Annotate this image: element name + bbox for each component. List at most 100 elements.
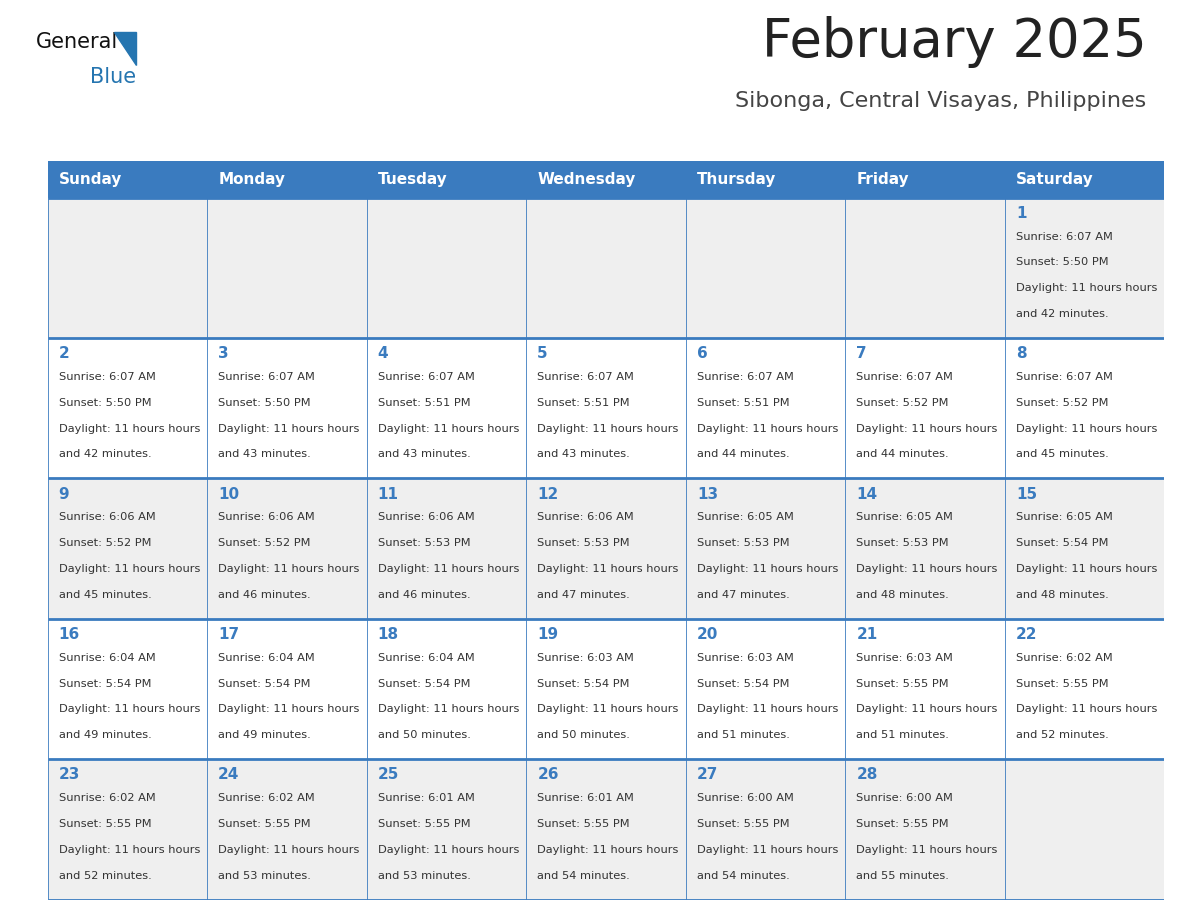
Text: Sunrise: 6:03 AM: Sunrise: 6:03 AM	[857, 653, 953, 663]
Text: Daylight: 11 hours hours: Daylight: 11 hours hours	[1016, 283, 1157, 293]
Text: Sunrise: 6:06 AM: Sunrise: 6:06 AM	[378, 512, 474, 522]
Text: and 43 minutes.: and 43 minutes.	[378, 449, 470, 459]
Text: and 49 minutes.: and 49 minutes.	[219, 730, 311, 740]
Text: Daylight: 11 hours hours: Daylight: 11 hours hours	[219, 845, 360, 855]
Text: Sunset: 5:52 PM: Sunset: 5:52 PM	[857, 397, 949, 408]
Text: Daylight: 11 hours hours: Daylight: 11 hours hours	[58, 845, 200, 855]
Polygon shape	[114, 32, 135, 65]
Text: 16: 16	[58, 627, 80, 642]
Text: and 46 minutes.: and 46 minutes.	[219, 589, 311, 599]
Text: Saturday: Saturday	[1016, 172, 1094, 186]
Text: Daylight: 11 hours hours: Daylight: 11 hours hours	[1016, 704, 1157, 714]
Bar	[207, 161, 367, 197]
Text: Sunrise: 6:05 AM: Sunrise: 6:05 AM	[857, 512, 953, 522]
Bar	[48, 161, 207, 197]
Bar	[48, 197, 1164, 338]
Text: Sunset: 5:50 PM: Sunset: 5:50 PM	[219, 397, 311, 408]
Text: Sunrise: 6:02 AM: Sunrise: 6:02 AM	[1016, 653, 1113, 663]
Text: Daylight: 11 hours hours: Daylight: 11 hours hours	[697, 564, 839, 574]
Bar	[367, 161, 526, 197]
Text: Sunrise: 6:06 AM: Sunrise: 6:06 AM	[219, 512, 315, 522]
Text: Sunrise: 6:07 AM: Sunrise: 6:07 AM	[1016, 231, 1113, 241]
Text: Blue: Blue	[90, 67, 137, 87]
Text: Sunday: Sunday	[58, 172, 122, 186]
Text: Sunset: 5:55 PM: Sunset: 5:55 PM	[378, 819, 470, 829]
Text: and 55 minutes.: and 55 minutes.	[857, 870, 949, 880]
Text: Daylight: 11 hours hours: Daylight: 11 hours hours	[1016, 423, 1157, 433]
Bar	[48, 478, 1164, 619]
Text: Daylight: 11 hours hours: Daylight: 11 hours hours	[857, 423, 998, 433]
Text: Sunset: 5:52 PM: Sunset: 5:52 PM	[58, 538, 151, 548]
Text: and 42 minutes.: and 42 minutes.	[58, 449, 151, 459]
Text: Sunset: 5:55 PM: Sunset: 5:55 PM	[219, 819, 311, 829]
Text: Sunrise: 6:01 AM: Sunrise: 6:01 AM	[537, 793, 634, 803]
Text: Sunset: 5:52 PM: Sunset: 5:52 PM	[1016, 397, 1108, 408]
Text: 23: 23	[58, 767, 80, 782]
Text: Daylight: 11 hours hours: Daylight: 11 hours hours	[58, 564, 200, 574]
Text: Daylight: 11 hours hours: Daylight: 11 hours hours	[378, 423, 519, 433]
Text: Sunset: 5:51 PM: Sunset: 5:51 PM	[697, 397, 790, 408]
Bar	[48, 338, 1164, 478]
Text: 3: 3	[219, 346, 229, 361]
Text: Sunset: 5:54 PM: Sunset: 5:54 PM	[219, 678, 311, 688]
Text: Sunrise: 6:07 AM: Sunrise: 6:07 AM	[58, 372, 156, 382]
Bar	[845, 161, 1005, 197]
Text: Daylight: 11 hours hours: Daylight: 11 hours hours	[537, 845, 678, 855]
Text: Sunrise: 6:07 AM: Sunrise: 6:07 AM	[378, 372, 475, 382]
Text: and 49 minutes.: and 49 minutes.	[58, 730, 151, 740]
Text: and 48 minutes.: and 48 minutes.	[857, 589, 949, 599]
Text: 9: 9	[58, 487, 69, 501]
Text: Daylight: 11 hours hours: Daylight: 11 hours hours	[537, 564, 678, 574]
Text: 21: 21	[857, 627, 878, 642]
Text: Sunrise: 6:00 AM: Sunrise: 6:00 AM	[857, 793, 953, 803]
Text: Sunset: 5:55 PM: Sunset: 5:55 PM	[697, 819, 790, 829]
Text: Sunrise: 6:02 AM: Sunrise: 6:02 AM	[219, 793, 315, 803]
Text: and 53 minutes.: and 53 minutes.	[219, 870, 311, 880]
Text: Sunrise: 6:07 AM: Sunrise: 6:07 AM	[697, 372, 794, 382]
Text: Monday: Monday	[219, 172, 285, 186]
Text: 10: 10	[219, 487, 239, 501]
Text: and 45 minutes.: and 45 minutes.	[1016, 449, 1108, 459]
Text: 22: 22	[1016, 627, 1037, 642]
Text: Daylight: 11 hours hours: Daylight: 11 hours hours	[219, 704, 360, 714]
Text: February 2025: February 2025	[762, 16, 1146, 68]
Text: Sunset: 5:50 PM: Sunset: 5:50 PM	[58, 397, 151, 408]
Text: Daylight: 11 hours hours: Daylight: 11 hours hours	[378, 704, 519, 714]
Text: Daylight: 11 hours hours: Daylight: 11 hours hours	[697, 704, 839, 714]
Text: Sunrise: 6:02 AM: Sunrise: 6:02 AM	[58, 793, 156, 803]
Text: Daylight: 11 hours hours: Daylight: 11 hours hours	[857, 845, 998, 855]
Text: 2: 2	[58, 346, 69, 361]
Text: Sunset: 5:55 PM: Sunset: 5:55 PM	[537, 819, 630, 829]
Text: 4: 4	[378, 346, 388, 361]
Text: Sunrise: 6:04 AM: Sunrise: 6:04 AM	[219, 653, 315, 663]
Text: Sunrise: 6:01 AM: Sunrise: 6:01 AM	[378, 793, 475, 803]
Text: Wednesday: Wednesday	[537, 172, 636, 186]
Text: 1: 1	[1016, 206, 1026, 220]
Bar	[48, 759, 1164, 900]
Text: Tuesday: Tuesday	[378, 172, 448, 186]
Bar	[685, 161, 845, 197]
Text: and 54 minutes.: and 54 minutes.	[537, 870, 630, 880]
Text: and 44 minutes.: and 44 minutes.	[857, 449, 949, 459]
Text: Sunrise: 6:00 AM: Sunrise: 6:00 AM	[697, 793, 794, 803]
Bar	[526, 161, 685, 197]
Text: Sunrise: 6:04 AM: Sunrise: 6:04 AM	[58, 653, 156, 663]
Bar	[1005, 161, 1164, 197]
Text: Sunset: 5:55 PM: Sunset: 5:55 PM	[857, 678, 949, 688]
Text: Sunrise: 6:06 AM: Sunrise: 6:06 AM	[58, 512, 156, 522]
Text: Sunset: 5:54 PM: Sunset: 5:54 PM	[1016, 538, 1108, 548]
Text: Sunrise: 6:06 AM: Sunrise: 6:06 AM	[537, 512, 634, 522]
Text: and 48 minutes.: and 48 minutes.	[1016, 589, 1108, 599]
Text: 20: 20	[697, 627, 719, 642]
Text: and 42 minutes.: and 42 minutes.	[1016, 309, 1108, 319]
Text: Sunrise: 6:05 AM: Sunrise: 6:05 AM	[697, 512, 794, 522]
Text: Sunset: 5:53 PM: Sunset: 5:53 PM	[378, 538, 470, 548]
Text: 14: 14	[857, 487, 878, 501]
Text: Daylight: 11 hours hours: Daylight: 11 hours hours	[857, 564, 998, 574]
Text: and 50 minutes.: and 50 minutes.	[537, 730, 630, 740]
Text: Sunrise: 6:05 AM: Sunrise: 6:05 AM	[1016, 512, 1113, 522]
Text: 5: 5	[537, 346, 548, 361]
Text: Sunset: 5:54 PM: Sunset: 5:54 PM	[378, 678, 470, 688]
Text: 15: 15	[1016, 487, 1037, 501]
Text: 26: 26	[537, 767, 558, 782]
